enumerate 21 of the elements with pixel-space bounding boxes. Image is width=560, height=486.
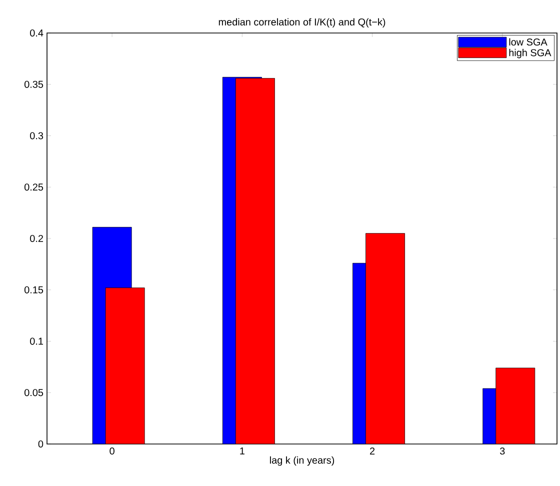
y-tick-label: 0.25 — [24, 184, 44, 191]
legend-label: low SGA — [509, 38, 548, 46]
x-tick-label: 1 — [240, 448, 244, 454]
y-tick-label: 0.2 — [30, 234, 43, 242]
y-tick-label: 0.1 — [30, 338, 44, 345]
x-tick-label: 2 — [370, 448, 375, 454]
bar — [366, 233, 405, 444]
x-tick-label: 3 — [500, 448, 505, 455]
x-axis-title: lag k (in years) — [270, 456, 334, 466]
y-tick-label: 0.35 — [24, 80, 44, 88]
y-tick-label: 0 — [38, 440, 44, 448]
bar — [235, 78, 275, 444]
legend-label: high SGA — [509, 48, 552, 58]
chart-title: median correlation of I/K(t) and Q(t−k) — [218, 18, 386, 28]
y-tick-label: 0.3 — [30, 132, 44, 140]
bar — [496, 368, 536, 444]
bar — [105, 288, 145, 444]
x-tick-label: 0 — [110, 448, 114, 455]
y-tick-label: 0.4 — [30, 29, 44, 37]
y-tick-label: 0.15 — [24, 286, 44, 294]
y-tick-label: 0.05 — [24, 389, 44, 396]
